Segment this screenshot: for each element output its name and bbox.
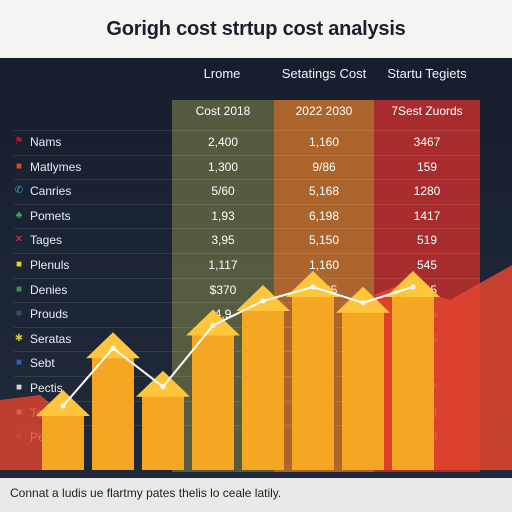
column-header-1: Cost 2018: [195, 104, 251, 118]
row-label-text: Seratas: [30, 331, 72, 346]
cell-col-2: 5,150: [308, 233, 340, 248]
cell-col-1: 1,300: [207, 159, 239, 174]
cell-col-3: 519: [416, 233, 438, 248]
cell-col-3: 17: [420, 356, 434, 371]
cell-col-3: 478: [416, 405, 438, 420]
row-label: ■ Prouds: [14, 307, 164, 321]
square-icon: ■: [15, 259, 23, 270]
table-row: ■ Plenuls 1,117 1,160 545: [14, 253, 480, 277]
table-row: ■ Matlymes 1,300 9/86 159: [14, 154, 480, 179]
row-label: ■ Matlymes: [14, 160, 164, 174]
group-header-2: Setatings Cost: [281, 66, 367, 81]
row-label-text: Sebt: [30, 356, 55, 371]
cell-col-1: 1,117: [208, 258, 238, 272]
cell-col-1: 4,9: [214, 307, 232, 322]
cell-col-2: 1,160: [308, 135, 340, 149]
square-icon: ■: [15, 308, 23, 320]
row-label: ✕ Tages: [14, 233, 164, 247]
cell-col-2: 9/86: [312, 159, 336, 174]
table-row: ✆ Canries 5/60 5,168 1280: [14, 179, 480, 203]
row-label-text: Prouds: [30, 307, 69, 322]
row-label: ■ Teettis: [14, 406, 164, 420]
title-bar: Gorigh cost strtup cost analysis: [0, 0, 512, 58]
square-icon: ■: [15, 283, 23, 295]
table-row: ■ Pealie 670: [14, 425, 480, 449]
table-row: ⚑ Nams 2,400 1,160 3467: [14, 130, 480, 154]
cell-col-1: 1,93: [211, 208, 235, 223]
row-label-text: Nams: [30, 135, 62, 149]
gear-icon: ✱: [14, 332, 24, 344]
cell-col-1: 3,95: [211, 233, 235, 248]
row-label-text: Pectis: [30, 381, 63, 395]
page-title: Gorigh cost strtup cost analysis: [106, 17, 406, 40]
row-label-text: Denies: [30, 282, 68, 297]
cell-col-3: 315: [416, 331, 438, 346]
group-header-3: Startu Tegiets: [387, 66, 467, 81]
row-label-text: Plenuls: [30, 258, 70, 272]
row-label-text: Matlymes: [30, 159, 82, 174]
table-row: ■ Teettis 478: [14, 400, 480, 425]
row-label: ♣ Pomets: [14, 209, 164, 223]
cell-col-3: 325: [416, 307, 438, 322]
leaf-icon: ♣: [15, 209, 23, 221]
cell-col-3: 3467: [413, 135, 441, 149]
cell-col-1: $370: [209, 282, 237, 297]
cell-col-1: 5/60: [211, 184, 235, 199]
cell-col-3: 159: [416, 159, 438, 174]
square-icon: ■: [15, 160, 23, 172]
square-icon: ■: [15, 406, 23, 418]
square-icon: ■: [15, 357, 23, 369]
cell-col-3: 135: [416, 282, 438, 297]
cell-col-3: 1417: [413, 208, 441, 223]
row-label-text: Pealie: [30, 430, 64, 445]
cell-col-1: 2,400: [207, 135, 239, 149]
row-label: ■ Pectis: [14, 381, 164, 395]
row-label-text: Pomets: [30, 208, 71, 223]
cell-col-2: 1,160: [308, 258, 340, 272]
cross-icon: ✕: [14, 234, 24, 246]
cell-col-3: 1280: [413, 184, 441, 199]
row-label: ✆ Canries: [14, 184, 164, 198]
table-row: ■ Denies $370 6235 135: [14, 277, 480, 302]
table-row: ✕ Tages 3,95 5,150 519: [14, 228, 480, 252]
table-row: ♣ Pomets 1,93 6,198 1417: [14, 203, 480, 228]
cell-col-2: 6235: [310, 282, 338, 297]
cell-col-3: 447: [416, 381, 438, 395]
row-label: ⚑ Nams: [14, 135, 164, 149]
square-icon: ■: [15, 431, 23, 443]
footer-caption: Connat a ludis ue flartmy pates thelis l…: [0, 478, 512, 512]
row-label-text: Teettis: [30, 405, 65, 420]
table-row: ✱ Seratas 315: [14, 326, 480, 351]
row-label: ■ Plenuls: [14, 258, 164, 272]
column-header-3: 7Sest Zuords: [391, 104, 463, 118]
cell-col-2: 5,168: [308, 184, 340, 199]
row-label-text: Tages: [30, 233, 63, 248]
row-label: ■ Pealie: [14, 430, 164, 444]
cell-col-3: 670: [416, 430, 438, 445]
table-row: ■ Prouds 4,9 325: [14, 302, 480, 326]
cell-col-3: 545: [416, 258, 438, 272]
row-label: ✱ Seratas: [14, 332, 164, 346]
row-label: ■ Denies: [14, 283, 164, 297]
group-header-1: Lrome: [203, 66, 241, 81]
phone-icon: ✆: [14, 185, 24, 197]
table-row: ■ Pectis 447: [14, 376, 480, 400]
table-row: ■ Sebt 17: [14, 351, 480, 375]
square-icon: ■: [15, 382, 23, 393]
column-header-2: 2022 2030: [295, 104, 353, 118]
row-label-text: Canries: [30, 184, 72, 199]
row-label: ■ Sebt: [14, 356, 164, 370]
cell-col-2: 6,198: [308, 208, 340, 223]
flag-icon: ⚑: [14, 136, 24, 147]
